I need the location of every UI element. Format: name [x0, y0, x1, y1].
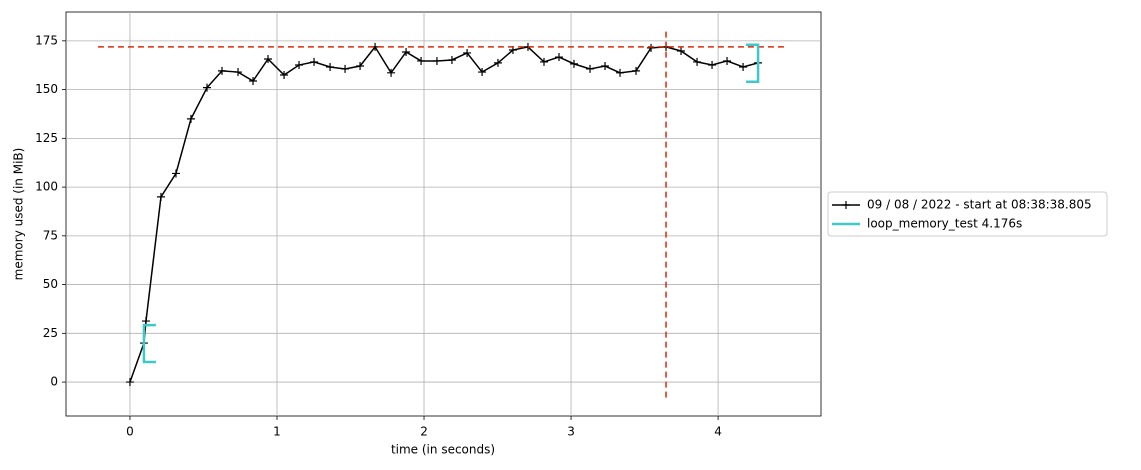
marker: [478, 68, 487, 77]
x-tick-label: 1: [273, 425, 281, 439]
marker: [632, 66, 641, 75]
marker: [249, 77, 258, 86]
y-tick-label: 50: [43, 277, 58, 291]
marker: [402, 47, 411, 56]
marker: [141, 317, 150, 326]
marker: [125, 378, 134, 387]
x-tick-label: 3: [567, 425, 575, 439]
marker: [647, 43, 656, 52]
marker: [171, 169, 180, 178]
y-tick-label: 25: [43, 326, 58, 340]
marker: [295, 61, 304, 70]
bracket-end: [746, 43, 760, 84]
marker: [739, 62, 748, 71]
x-tick-label: 0: [126, 425, 134, 439]
marker: [326, 62, 335, 71]
marker: [432, 56, 441, 65]
marker: [463, 48, 472, 57]
x-tick-label: 4: [714, 425, 722, 439]
marker: [234, 68, 243, 77]
marker: [554, 53, 563, 62]
y-tick-label: 100: [35, 180, 58, 194]
y-tick-label: 175: [35, 33, 58, 47]
bracket-start: [142, 323, 156, 364]
marker: [356, 62, 365, 71]
marker: [264, 54, 273, 63]
x-tick-label: 2: [420, 425, 428, 439]
marker: [387, 68, 396, 77]
marker: [693, 57, 702, 66]
marker: [616, 68, 625, 77]
marker: [539, 57, 548, 66]
y-tick-label: 0: [50, 375, 58, 389]
x-axis-label: time (in seconds): [391, 443, 495, 457]
marker: [677, 46, 686, 55]
marker: [723, 56, 732, 65]
marker: [708, 61, 717, 70]
marker: [493, 58, 502, 67]
marker: [341, 64, 350, 73]
marker: [203, 83, 212, 92]
y-axis-label: memory used (in MiB): [12, 148, 26, 281]
marker: [280, 70, 289, 79]
legend-marker: [842, 201, 850, 209]
y-tick-label: 125: [35, 131, 58, 145]
y-tick-label: 150: [35, 82, 58, 96]
plot-frame: [65, 11, 822, 417]
marker: [569, 59, 578, 68]
marker: [601, 62, 610, 71]
legend: [827, 191, 1108, 237]
marker: [417, 56, 426, 65]
marker: [310, 57, 319, 66]
marker: [447, 55, 456, 64]
line: [129, 45, 759, 383]
legend-label: 09 / 08 / 2022 - start at 08:38:38.805: [867, 198, 1092, 212]
marker: [156, 192, 165, 201]
marker: [586, 64, 595, 73]
y-tick-label: 75: [43, 228, 58, 242]
marker: [217, 66, 226, 75]
legend-label: loop_memory_test 4.176s: [867, 217, 1022, 231]
marker: [186, 114, 195, 123]
